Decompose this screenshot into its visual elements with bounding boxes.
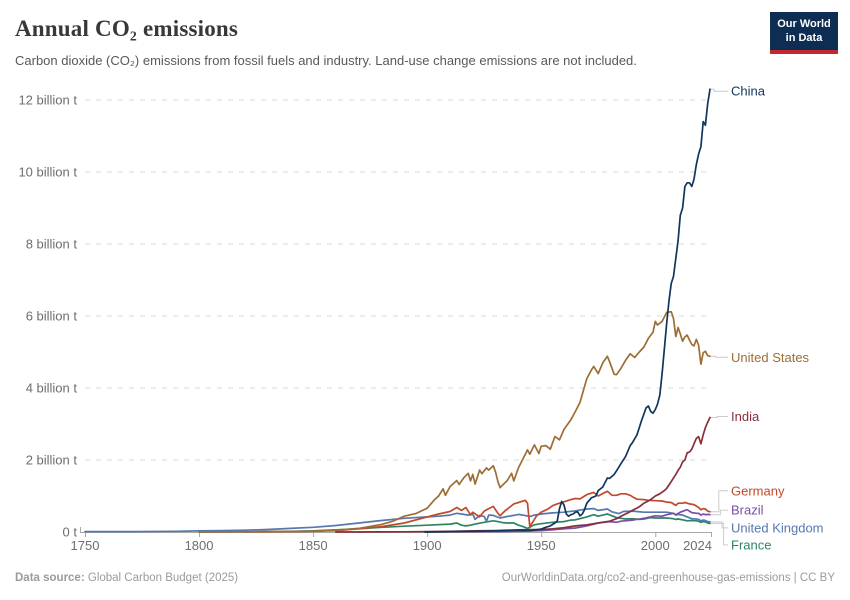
x-axis-label: 2024 [683,538,712,553]
x-axis-label: 1750 [71,538,100,553]
data-source: Data source: Global Carbon Budget (2025) [15,572,238,584]
y-axis-label: 2 billion t [26,453,78,468]
series-line-france[interactable] [198,513,711,533]
footer-link[interactable]: OurWorldinData.org/co2-and-greenhouse-ga… [501,572,835,584]
x-axis-label: 1900 [413,538,442,553]
y-axis-label: 10 billion t [18,165,77,180]
series-label-germany[interactable]: Germany [731,483,785,498]
series-line-brazil[interactable] [426,508,711,533]
label-connector [711,355,728,358]
series-label-brazil[interactable]: Brazil [731,503,764,518]
x-axis-label: 1800 [185,538,214,553]
chart-subtitle: Carbon dioxide (CO₂) emissions from foss… [15,53,637,68]
series-line-united-states[interactable] [198,310,711,533]
label-connector [711,509,728,516]
series-line-china[interactable] [424,88,711,533]
series-label-india[interactable]: India [731,409,760,424]
y-axis-label: 8 billion t [26,237,78,252]
label-connector [711,88,728,92]
data-source-label: Data source: [15,572,85,584]
logo-line1: Our World [777,18,831,30]
data-source-value: Global Carbon Budget (2025) [87,572,239,584]
y-axis-label: 12 billion t [18,93,77,108]
y-axis-label: 4 billion t [26,381,78,396]
y-axis-label: 6 billion t [26,309,78,324]
logo-line2: in Data [785,32,823,45]
label-connector [711,490,728,513]
series-line-united-kingdom[interactable] [84,507,711,533]
series-label-france[interactable]: France [731,537,771,552]
x-axis-label: 2000 [641,538,670,553]
label-connector [711,522,728,546]
x-axis-label: 1850 [299,538,328,553]
x-axis-label: 1950 [527,538,556,553]
owid-logo[interactable]: Our World in Data [770,12,838,54]
y-axis-label: 0 t [63,525,78,540]
chart-canvas[interactable]: 0 t 2 billion t 4 billion t 6 billion t 8 bi… [0,78,850,562]
series-line-germany[interactable] [243,490,711,533]
series-label-china[interactable]: China [731,84,766,99]
label-connector [711,416,728,418]
series-label-united-kingdom[interactable]: United Kingdom [731,520,824,535]
label-connector [711,521,728,529]
page-title: Annual CO₂ emissions [15,16,239,41]
series-label-united-states[interactable]: United States [731,350,810,365]
